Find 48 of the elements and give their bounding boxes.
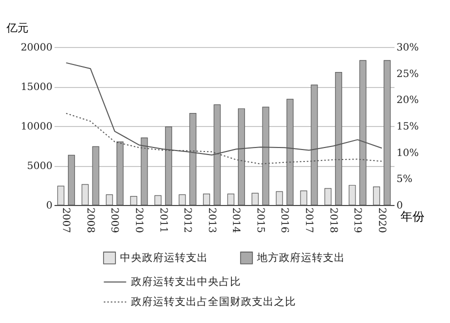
bar — [324, 188, 332, 206]
x-tick-label: 2015 — [254, 208, 266, 233]
y-tick-label: 10000 — [20, 122, 52, 132]
y2-tick-label: 15% — [396, 122, 419, 132]
x-tick-label: 2017 — [303, 208, 314, 233]
legend-label: 地方政府运转支出 — [256, 250, 345, 264]
bar — [82, 184, 89, 206]
bar — [68, 154, 75, 206]
x-tick-label: 2013 — [206, 208, 217, 233]
bar — [227, 194, 234, 206]
legend-label: 中央政府运转支出 — [120, 250, 208, 264]
bar — [252, 192, 259, 206]
bar — [373, 186, 380, 206]
x-tick-label: 2009 — [108, 208, 120, 233]
bar — [106, 194, 113, 206]
bar — [203, 194, 210, 206]
x-tick-label: 2014 — [230, 208, 242, 233]
x-tick-label: 2010 — [133, 208, 144, 233]
x-axis-title: 年份 — [400, 210, 424, 224]
y-tick-label: 15000 — [20, 82, 52, 93]
y2-tick-label: 0 — [396, 200, 403, 212]
x-tick-label: 2016 — [278, 208, 290, 233]
bar — [348, 184, 356, 206]
y2-tick-label: 10% — [396, 148, 419, 159]
x-tick-label: 2007 — [60, 208, 72, 233]
bar — [154, 195, 162, 206]
bar — [130, 196, 138, 206]
x-tick-label: 2011 — [157, 208, 168, 233]
bar — [276, 191, 283, 206]
y-tick-label: 5000 — [27, 161, 52, 172]
bar — [300, 190, 308, 206]
y-tick-label: 0 — [46, 200, 52, 212]
y2-tick-label: 5% — [396, 174, 412, 186]
x-tick-label: 2012 — [182, 208, 193, 233]
bar — [178, 194, 186, 206]
legend-label: 政府运转支出中央占比 — [131, 275, 241, 288]
x-tick-label: 2019 — [352, 208, 363, 233]
bar — [57, 186, 64, 206]
y-tick-label: 20000 — [20, 42, 52, 54]
y2-tick-label: 25% — [396, 68, 419, 80]
x-tick-label: 2020 — [376, 208, 387, 233]
bar — [92, 146, 100, 206]
x-tick-label: 2008 — [84, 208, 96, 233]
y2-tick-label: 30% — [396, 42, 419, 54]
y-axis-title: 亿元 — [6, 22, 28, 34]
legend-label: 政府运转支出占全国财政支出之比 — [131, 295, 296, 308]
y2-tick-label: 20% — [396, 95, 419, 106]
x-tick-label: 2018 — [327, 208, 338, 233]
